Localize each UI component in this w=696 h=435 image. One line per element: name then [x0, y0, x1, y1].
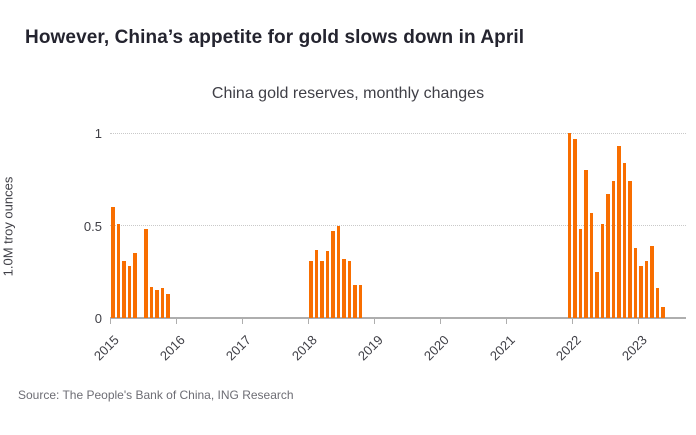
gridline: [110, 225, 686, 226]
bar: [309, 260, 313, 318]
x-tickmark: [242, 319, 243, 324]
bar: [595, 271, 599, 318]
bar: [584, 170, 588, 318]
x-tickmark: [572, 319, 573, 324]
bar: [144, 229, 148, 318]
bar: [573, 138, 577, 318]
x-tick-label: 2015: [90, 332, 122, 364]
bar: [133, 253, 137, 318]
x-tickmark: [110, 319, 111, 324]
bar: [567, 133, 571, 318]
bar: [336, 225, 340, 318]
chart-title: China gold reserves, monthly changes: [211, 85, 485, 102]
axis-baseline: [110, 317, 686, 319]
y-axis-title: 1.0M troy ounces: [0, 176, 16, 277]
x-tickmark: [506, 319, 507, 324]
x-tick-label: 2021: [486, 332, 518, 364]
bar: [589, 212, 593, 318]
bar: [331, 231, 335, 318]
x-tickmark: [638, 319, 639, 324]
bar: [639, 266, 643, 318]
bar: [358, 284, 362, 318]
bar: [353, 284, 357, 318]
bar: [122, 260, 126, 318]
gridline: [110, 132, 686, 134]
y-tick-label: 0: [94, 311, 102, 326]
bar: [342, 258, 346, 318]
x-tick-label: 2018: [288, 332, 320, 364]
bar: [600, 223, 604, 318]
bar: [314, 249, 318, 318]
bar: [650, 245, 654, 318]
bar: [127, 266, 131, 318]
x-tickmark: [440, 319, 441, 324]
x-tick-label: 2022: [552, 332, 584, 364]
bar: [628, 181, 632, 318]
y-tick-label: 1: [94, 126, 102, 141]
x-tick-label: 2019: [354, 332, 386, 364]
x-tickmark: [308, 319, 309, 324]
x-tickmark: [176, 319, 177, 324]
bar: [617, 145, 621, 318]
x-tick-label: 2016: [156, 332, 188, 364]
bar: [611, 181, 615, 318]
bar: [166, 293, 170, 318]
bar: [347, 260, 351, 318]
bar: [149, 286, 153, 318]
bar: [661, 306, 665, 318]
page-title: However, China’s appetite for gold slows…: [25, 27, 525, 48]
x-tick-label: 2020: [420, 332, 452, 364]
bar: [644, 260, 648, 318]
bar: [325, 251, 329, 318]
y-tick-label: 0.5: [83, 218, 102, 234]
x-tickmark: [374, 319, 375, 324]
bar: [111, 207, 115, 318]
x-tick-label: 2023: [618, 332, 650, 364]
bar: [155, 290, 159, 318]
bar: [578, 229, 582, 318]
bar: [606, 194, 610, 318]
bar: [116, 223, 120, 318]
bar: [655, 288, 659, 318]
x-tick-label: 2017: [222, 332, 254, 364]
bar: [633, 247, 637, 318]
bar: [320, 260, 324, 318]
bar: [160, 288, 164, 318]
source-text: Source: The People's Bank of China, ING …: [18, 388, 294, 402]
bar: [622, 162, 626, 318]
